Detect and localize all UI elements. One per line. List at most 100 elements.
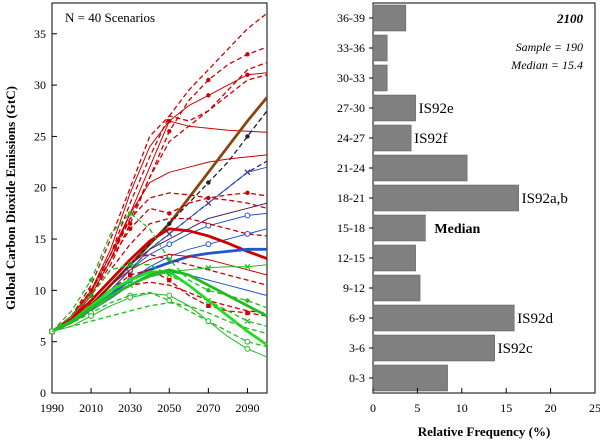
line-chart-x-ticks: 1990 2010 2030 2050 2070 2090: [40, 388, 259, 415]
line-chart: N = 40 Scenarios Global Carbon Dioxide E…: [3, 2, 269, 415]
histogram-bar-label: IS92c: [498, 341, 533, 357]
y-tick-label: 35: [34, 27, 46, 41]
y-tick-label: 25: [34, 129, 46, 143]
series-line-12: [51, 192, 268, 332]
y-tick-label: 15: [34, 232, 46, 246]
histogram-median-note: Median = 15.4: [510, 58, 583, 72]
series-point: [245, 298, 250, 303]
series-point: [244, 338, 251, 345]
histogram-bar: [372, 244, 416, 272]
histogram-x-ticks: 0 5 10 15 20 25: [370, 388, 600, 415]
histogram-bar-label: Median: [434, 222, 480, 237]
histogram-bars-group: 36-39 33-36 30-33 27-30 IS92e 24-27 IS92f 21-24…: [337, 4, 568, 392]
series-point: [88, 292, 95, 299]
histogram-bar: [372, 334, 495, 362]
series-point: [166, 292, 173, 299]
series-line-4: [51, 74, 268, 332]
series-point: [205, 318, 212, 325]
series-point: [206, 303, 211, 308]
histogram-category-label: 0-3: [349, 371, 365, 385]
x-tick-label: 2010: [79, 401, 103, 415]
histogram-bar: [372, 34, 388, 62]
histogram-category-label: 15-18: [337, 221, 365, 235]
line-chart-series-group: [49, 12, 269, 358]
series-line-27: [51, 268, 268, 333]
series-line-28: [51, 264, 268, 332]
series-point: [206, 288, 211, 293]
series-point: [245, 190, 250, 196]
histogram-bar: [372, 4, 407, 32]
x-tick-label: 15: [500, 401, 512, 415]
x-tick-label: 2070: [196, 401, 220, 415]
histogram-bar-label: IS92e: [419, 101, 454, 117]
series-point: [88, 288, 94, 293]
histogram-bar: [372, 124, 412, 152]
series-point: [244, 212, 251, 219]
series-point: [127, 294, 134, 301]
series-line-29: [51, 291, 268, 348]
series-point: [206, 180, 211, 185]
histogram-sample-note: Sample = 190: [516, 40, 583, 54]
histogram-category-label: 36-39: [337, 11, 365, 25]
series-line-17: [51, 227, 268, 333]
histogram-bar: [372, 214, 426, 242]
series-point: [205, 264, 212, 271]
y-tick-label: 5: [40, 335, 46, 349]
series-point: [244, 318, 251, 325]
series-point: [244, 263, 251, 270]
line-chart-plot-frame: [51, 2, 268, 394]
histogram-category-label: 12-15: [337, 251, 365, 265]
series-line-3: [51, 72, 268, 332]
series-point: [245, 310, 250, 316]
series-point: [167, 221, 172, 226]
series-point: [127, 221, 133, 226]
histogram-bar-label: IS92d: [517, 311, 553, 327]
series-line-24: [51, 212, 268, 332]
histogram-chart: 2100 Sample = 190 Median = 15.4 36-39 33-…: [337, 2, 600, 439]
y-tick-label: 20: [34, 181, 46, 195]
x-tick-label: 2050: [157, 401, 181, 415]
histogram-bar: [372, 154, 468, 182]
histogram-category-label: 30-33: [337, 71, 365, 85]
histogram-bar: [372, 184, 519, 212]
series-point: [245, 134, 250, 139]
series-point: [127, 211, 133, 216]
series-point: [167, 211, 172, 216]
series-point: [205, 222, 212, 229]
series-point: [127, 272, 133, 278]
series-point: [205, 241, 212, 248]
x-tick-label: 5: [414, 401, 420, 415]
histogram-category-label: 24-27: [337, 131, 365, 145]
histogram-category-label: 6-9: [349, 311, 365, 325]
histogram-category-label: 27-30: [337, 101, 365, 115]
x-tick-label: 20: [545, 401, 557, 415]
histogram-title: 2100: [556, 11, 584, 26]
series-point: [167, 129, 172, 134]
y-tick-label: 0: [40, 386, 46, 400]
histogram-bar: [372, 274, 421, 302]
series-line-25: [51, 264, 268, 332]
series-point: [206, 93, 211, 98]
histogram-category-label: 18-21: [337, 191, 365, 205]
series-line-1: [51, 46, 268, 332]
histogram-bar-label: IS92a,b: [522, 191, 568, 207]
series-point: [244, 231, 251, 237]
line-chart-y-ticks: 0 5 10 15 20 25 30 35: [34, 27, 57, 400]
series-point: [167, 277, 172, 283]
x-tick-label: 10: [456, 401, 468, 415]
histogram-category-label: 3-6: [349, 341, 365, 355]
series-point: [127, 261, 134, 268]
series-point: [167, 257, 172, 262]
histogram-category-label: 9-12: [343, 281, 365, 295]
histogram-category-label: 33-36: [337, 41, 365, 55]
x-tick-label: 2090: [235, 401, 259, 415]
histogram-bar: [372, 364, 448, 392]
series-line-30: [51, 292, 268, 358]
series-point: [166, 241, 173, 248]
histogram-bar-label: IS92f: [414, 131, 447, 147]
x-tick-label: 25: [589, 401, 600, 415]
series-point: [206, 195, 211, 201]
x-tick-label: 2030: [118, 401, 142, 415]
histogram-category-label: 21-24: [337, 161, 365, 175]
